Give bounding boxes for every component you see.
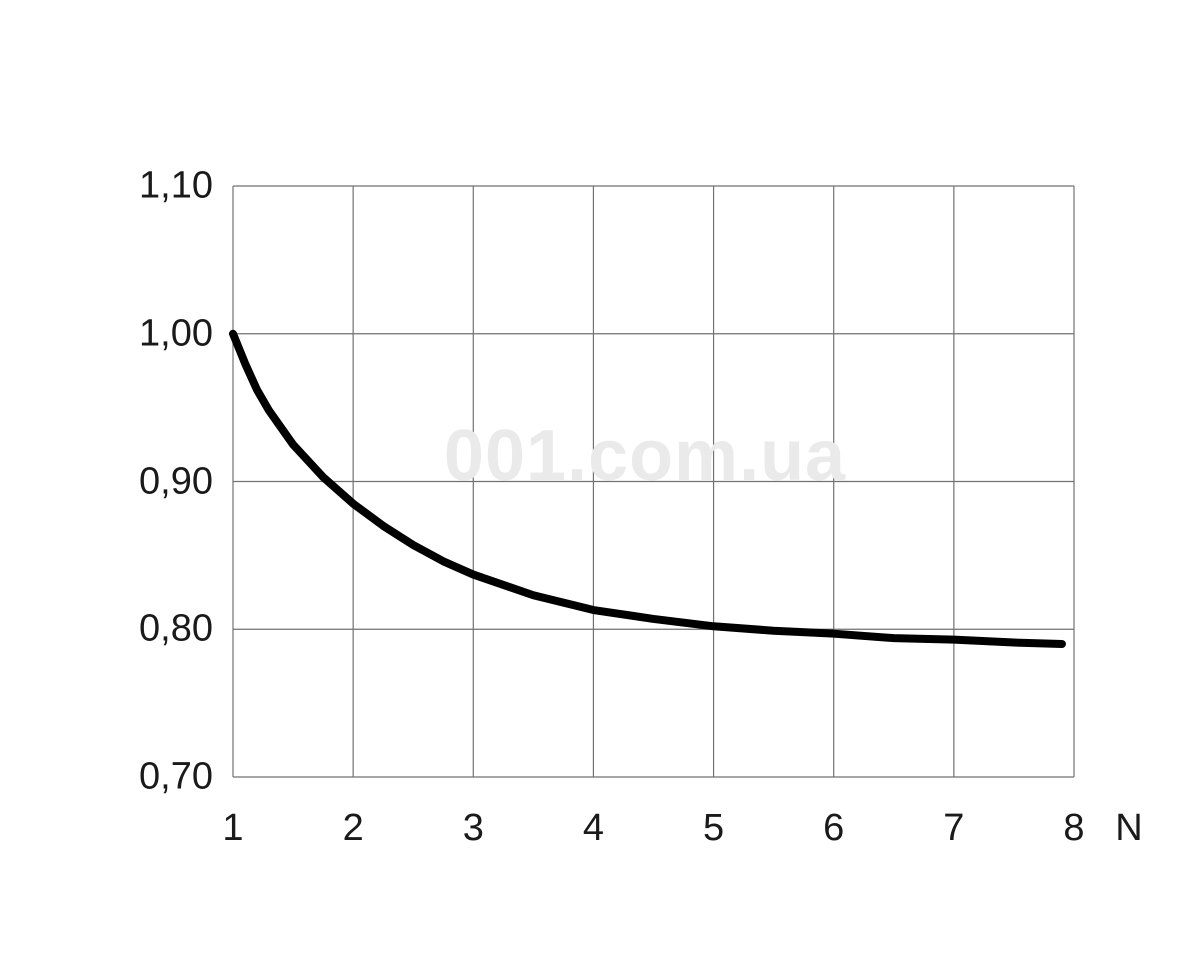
x-tick-label: 3 [463,807,484,850]
x-tick-label: 4 [583,807,604,850]
x-tick-label: 2 [343,807,364,850]
x-tick-label: 6 [823,807,844,850]
x-tick-label: 5 [703,807,724,850]
y-tick-label: 1,10 [139,165,213,208]
x-tick-label: 7 [943,807,964,850]
x-axis-title: N [1115,807,1142,850]
y-tick-label: 0,70 [139,756,213,799]
x-tick-label: 8 [1063,807,1084,850]
chart-container: 001.com.ua 0,700,800,901,001,10 12345678… [0,0,1200,960]
y-tick-label: 0,90 [139,460,213,503]
y-tick-label: 0,80 [139,608,213,651]
y-tick-label: 1,00 [139,312,213,355]
x-tick-label: 1 [222,807,243,850]
